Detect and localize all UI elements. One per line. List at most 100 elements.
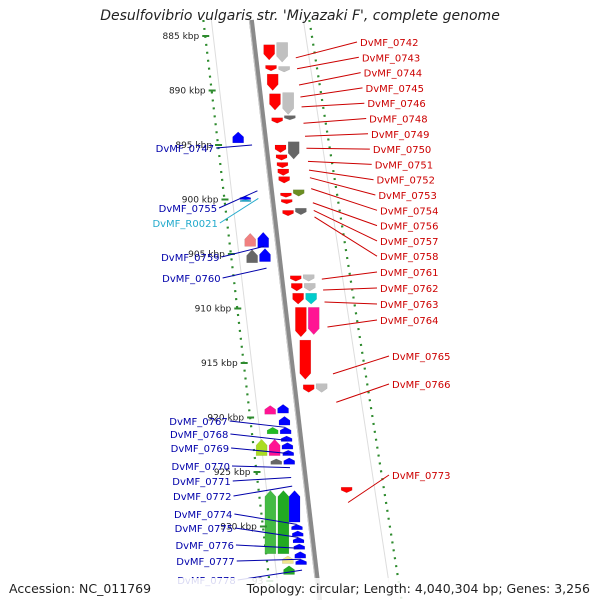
label-leader-left: [216, 144, 253, 149]
gene-label-dvmf_0777: DvMF_0777: [176, 557, 234, 568]
band-edge-right: [302, 19, 393, 601]
gene-label-dvmf_0745: DvMF_0745: [366, 84, 424, 95]
gene-feature-reverse: [244, 232, 256, 247]
gene-feature-forward: [292, 292, 304, 305]
gene-label-dvmf_r0021: DvMF_R0021: [152, 219, 217, 230]
gene-feature-forward: [291, 283, 303, 292]
label-leader-right: [332, 355, 390, 375]
gene-feature-forward: [274, 144, 287, 153]
gene-feature-forward: [278, 176, 290, 184]
gene-feature-forward: [276, 162, 289, 169]
gene-feature-forward: [266, 73, 279, 91]
gene-label-dvmf_0771: DvMF_0771: [172, 477, 230, 488]
gene-label-dvmf_0742: DvMF_0742: [360, 38, 418, 49]
gene-label-dvmf_0765: DvMF_0765: [392, 352, 450, 363]
gene-label-dvmf_0772: DvMF_0772: [173, 492, 231, 503]
tick-label: 915 kbp: [201, 359, 238, 369]
gene-feature-reverse: [232, 131, 244, 144]
tick-label: 930 kbp: [220, 523, 257, 533]
gene-feature-reverse: [295, 558, 307, 565]
gene-label-dvmf_0743: DvMF_0743: [362, 53, 420, 64]
label-leader-right: [305, 133, 369, 137]
gene-feature-forward: [287, 141, 300, 160]
gene-feature-forward: [276, 42, 288, 63]
label-leader-right: [303, 118, 367, 124]
gene-feature-forward: [302, 274, 315, 282]
label-leader-right: [301, 102, 365, 108]
label-leader-right: [321, 271, 378, 280]
gene-feature-forward: [282, 92, 294, 115]
label-leader-left: [221, 245, 265, 258]
gene-label-dvmf_0755: DvMF_0755: [159, 204, 217, 215]
label-leader-right: [295, 41, 358, 59]
boundary-dots-right: [308, 19, 403, 601]
gene-feature-forward: [280, 192, 292, 198]
label-leader-right: [309, 177, 376, 196]
gene-label-dvmf_0751: DvMF_0751: [375, 160, 433, 171]
tick-label: 895 kbp: [175, 141, 212, 151]
gene-label-dvmf_0775: DvMF_0775: [175, 524, 233, 535]
label-leader-left: [234, 513, 297, 525]
label-leader-right: [323, 287, 378, 291]
gene-label-dvmf_0762: DvMF_0762: [380, 284, 438, 295]
tick-label: 885 kbp: [163, 32, 200, 42]
gene-feature-forward: [277, 168, 290, 176]
label-leader-left: [235, 527, 299, 538]
gene-label-dvmf_0761: DvMF_0761: [380, 268, 438, 279]
label-leader-right: [347, 474, 390, 503]
gene-feature-forward: [284, 115, 296, 121]
gene-feature-reverse: [292, 530, 304, 537]
tick-label: 905 kbp: [188, 250, 225, 260]
gene-label-dvmf_0749: DvMF_0749: [371, 130, 429, 141]
label-leader-left: [232, 476, 292, 482]
label-leader-right: [327, 319, 378, 328]
gene-feature-forward: [304, 283, 316, 292]
gene-feature-reverse: [291, 524, 303, 531]
gene-feature-reverse: [246, 249, 258, 263]
label-leader-right: [300, 87, 363, 98]
tick-label: 900 kbp: [182, 196, 219, 206]
tick-label: 890 kbp: [169, 87, 206, 97]
gene-label-dvmf_0763: DvMF_0763: [380, 300, 438, 311]
gene-label-dvmf_0767: DvMF_0767: [169, 417, 227, 428]
gene-feature-reverse: [270, 458, 283, 465]
gene-feature-reverse: [281, 442, 294, 450]
gene-label-dvmf_0766: DvMF_0766: [392, 380, 450, 391]
label-leader-left: [218, 190, 258, 209]
backbone-line: [248, 19, 323, 601]
gene-feature-reverse: [257, 231, 269, 248]
gene-feature-forward: [295, 307, 307, 338]
gene-feature-reverse: [266, 427, 279, 435]
gene-label-dvmf_0747: DvMF_0747: [156, 144, 214, 155]
gene-feature-reverse: [264, 490, 277, 554]
label-leader-left: [236, 558, 301, 562]
gene-feature-forward: [265, 65, 277, 72]
gene-label-dvmf_0752: DvMF_0752: [377, 176, 435, 187]
gene-feature-reverse: [255, 438, 268, 456]
gene-label-dvmf_0759: DvMF_0759: [161, 253, 219, 264]
label-leader-left: [230, 433, 287, 441]
label-leader-left: [222, 267, 267, 279]
gene-label-dvmf_0764: DvMF_0764: [380, 316, 438, 327]
label-leader-right: [312, 202, 378, 227]
label-leader-right: [336, 383, 390, 403]
gene-feature-forward: [302, 384, 315, 393]
gene-label-dvmf_0757: DvMF_0757: [380, 237, 438, 248]
gene-feature-reverse: [282, 449, 295, 456]
label-leader-right: [313, 209, 378, 242]
label-leader-left: [231, 447, 289, 454]
label-leader-left: [219, 197, 259, 224]
label-leader-right: [311, 188, 378, 211]
gene-feature-forward: [275, 154, 288, 161]
gene-label-dvmf_0748: DvMF_0748: [369, 115, 427, 126]
label-leader-right: [306, 147, 370, 150]
gene-label-dvmf_0770: DvMF_0770: [172, 462, 230, 473]
gene-feature-forward: [308, 307, 320, 336]
label-leader-left: [233, 485, 293, 497]
gene-feature-reverse: [279, 427, 292, 435]
gene-feature-forward: [305, 292, 317, 305]
label-leader-left: [231, 465, 291, 469]
gene-label-dvmf_0768: DvMF_0768: [170, 430, 228, 441]
